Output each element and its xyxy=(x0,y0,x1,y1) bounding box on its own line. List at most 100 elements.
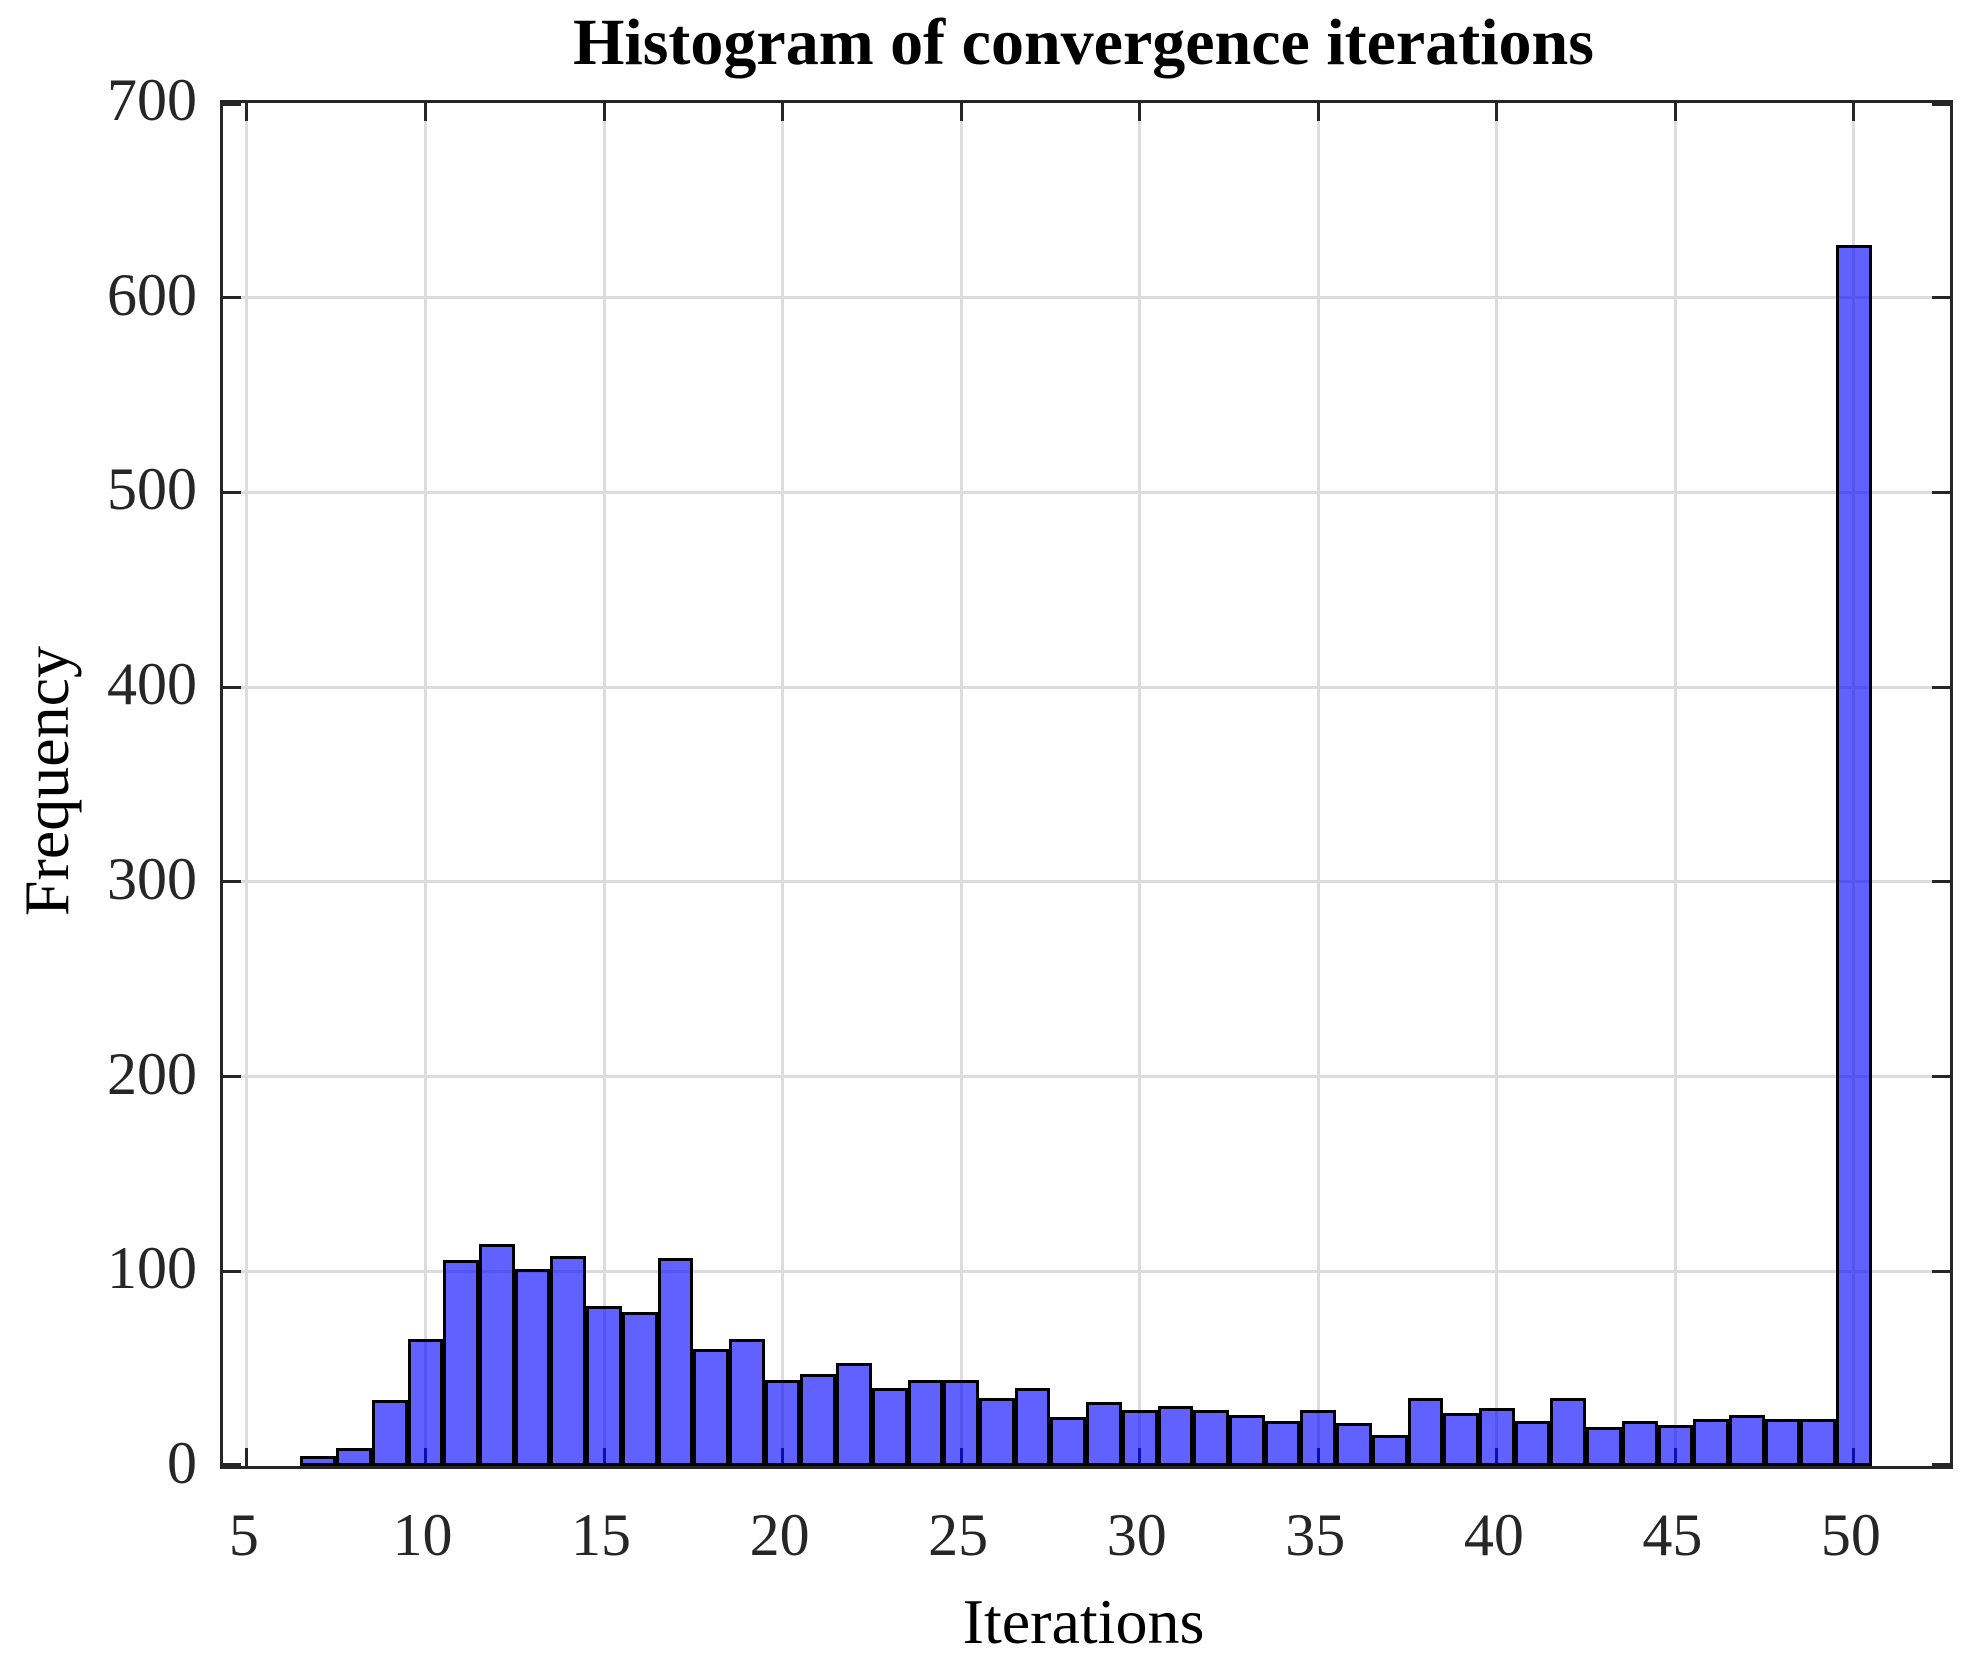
y-tick-left-400 xyxy=(223,685,241,689)
histogram-bar-10 xyxy=(407,1339,444,1466)
histogram-bar-26 xyxy=(979,1397,1015,1466)
x-tick-top-50 xyxy=(1852,103,1856,121)
x-tick-top-25 xyxy=(959,103,963,121)
y-tick-left-300 xyxy=(223,880,241,884)
v-gridline-30 xyxy=(1138,103,1142,1466)
h-gridline-500 xyxy=(223,490,1950,494)
histogram-bar-20 xyxy=(764,1380,801,1466)
histogram-bar-46 xyxy=(1693,1419,1729,1466)
y-tick-label-200: 200 xyxy=(107,1040,197,1107)
y-tick-left-500 xyxy=(223,490,241,494)
y-tick-right-500 xyxy=(1932,490,1950,494)
histogram-bar-28 xyxy=(1050,1417,1087,1466)
v-gridline-40 xyxy=(1495,103,1499,1466)
histogram-bar-11 xyxy=(443,1259,480,1466)
histogram-bar-33 xyxy=(1228,1415,1265,1466)
histogram-bar-39 xyxy=(1443,1413,1479,1466)
chart-title: Histogram of convergence iterations xyxy=(573,6,1594,79)
y-tick-label-0: 0 xyxy=(167,1430,197,1496)
y-tick-right-200 xyxy=(1932,1075,1950,1079)
histogram-bar-34 xyxy=(1264,1421,1301,1466)
histogram-bar-22 xyxy=(836,1362,872,1466)
histogram-bar-14 xyxy=(550,1255,587,1466)
v-gridline-35 xyxy=(1316,103,1320,1466)
histogram-bar-25 xyxy=(943,1380,979,1466)
x-tick-label-15: 15 xyxy=(571,1502,632,1568)
histogram-bar-7 xyxy=(300,1456,337,1466)
y-tick-left-100 xyxy=(223,1269,241,1273)
histogram-bar-43 xyxy=(1586,1427,1622,1466)
histogram-bar-41 xyxy=(1514,1421,1551,1466)
x-tick-label-30: 30 xyxy=(1106,1502,1167,1568)
y-tick-label-100: 100 xyxy=(107,1235,197,1302)
histogram-bar-47 xyxy=(1728,1415,1765,1466)
y-tick-label-300: 300 xyxy=(107,845,197,912)
y-tick-label-600: 600 xyxy=(107,261,197,328)
v-gridline-20 xyxy=(781,103,785,1466)
histogram-bar-9 xyxy=(371,1399,408,1466)
histogram-bar-30 xyxy=(1121,1409,1158,1466)
histogram-bar-35 xyxy=(1300,1409,1337,1466)
plot-area xyxy=(220,100,1953,1469)
x-tick-top-40 xyxy=(1495,103,1499,121)
y-axis-label: Frequency xyxy=(11,645,82,917)
histogram-bar-23 xyxy=(871,1388,908,1466)
y-tick-left-700 xyxy=(223,103,241,106)
x-tick-top-35 xyxy=(1316,103,1320,121)
x-tick-label-20: 20 xyxy=(749,1502,810,1568)
x-tick-top-5 xyxy=(245,103,249,121)
y-tick-right-400 xyxy=(1932,685,1950,689)
x-tick-label-45: 45 xyxy=(1642,1502,1703,1568)
histogram-bar-21 xyxy=(800,1374,837,1466)
v-gridline-25 xyxy=(959,103,963,1466)
y-tick-left-600 xyxy=(223,296,241,300)
histogram-bar-42 xyxy=(1550,1397,1587,1466)
histogram-bar-29 xyxy=(1086,1401,1122,1466)
y-tick-label-500: 500 xyxy=(107,456,197,523)
histogram-bar-50 xyxy=(1836,245,1872,1466)
x-tick-label-25: 25 xyxy=(928,1502,989,1568)
y-tick-left-0 xyxy=(223,1463,241,1466)
histogram-bar-27 xyxy=(1014,1388,1051,1466)
x-tick-label-50: 50 xyxy=(1820,1502,1881,1568)
histogram-bar-40 xyxy=(1478,1407,1515,1466)
y-tick-right-0 xyxy=(1932,1463,1950,1466)
x-tick-label-5: 5 xyxy=(228,1502,259,1568)
x-tick-top-30 xyxy=(1138,103,1142,121)
y-tick-right-700 xyxy=(1932,103,1950,106)
histogram-bar-24 xyxy=(907,1380,944,1466)
y-tick-right-300 xyxy=(1932,880,1950,884)
histogram-bar-13 xyxy=(514,1269,551,1466)
x-tick-top-20 xyxy=(781,103,785,121)
y-tick-right-600 xyxy=(1932,296,1950,300)
histogram-bar-16 xyxy=(621,1312,658,1466)
h-gridline-300 xyxy=(223,880,1950,884)
x-tick-bottom-5 xyxy=(245,1448,249,1466)
histogram-bar-32 xyxy=(1193,1409,1229,1466)
x-tick-top-10 xyxy=(423,103,427,121)
histogram-bar-17 xyxy=(657,1257,694,1466)
h-gridline-400 xyxy=(223,685,1950,689)
histogram-bar-45 xyxy=(1657,1425,1694,1466)
y-tick-left-200 xyxy=(223,1075,241,1079)
histogram-bar-48 xyxy=(1764,1419,1801,1466)
x-tick-top-45 xyxy=(1673,103,1677,121)
histogram-bar-18 xyxy=(693,1349,730,1466)
x-tick-label-40: 40 xyxy=(1463,1502,1524,1568)
x-axis-label: Iterations xyxy=(962,1586,1205,1657)
histogram-bar-12 xyxy=(479,1244,515,1466)
v-gridline-15 xyxy=(602,103,606,1466)
histogram-bar-49 xyxy=(1800,1419,1837,1466)
v-gridline-10 xyxy=(423,103,427,1466)
x-tick-label-35: 35 xyxy=(1285,1502,1346,1568)
histogram-bar-44 xyxy=(1621,1421,1658,1466)
x-tick-label-10: 10 xyxy=(392,1502,453,1568)
histogram-bar-8 xyxy=(336,1448,372,1466)
x-tick-top-15 xyxy=(602,103,606,121)
histogram-bar-15 xyxy=(586,1306,622,1466)
h-gridline-600 xyxy=(223,296,1950,300)
y-tick-right-100 xyxy=(1932,1269,1950,1273)
histogram-bar-19 xyxy=(729,1339,765,1466)
v-gridline-5 xyxy=(245,103,249,1466)
